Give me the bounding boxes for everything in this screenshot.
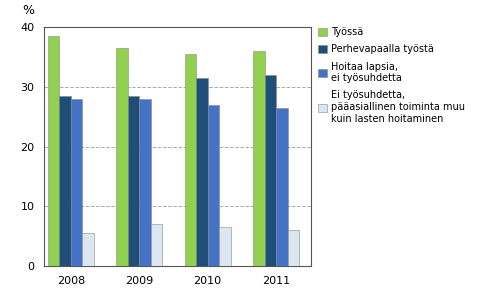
Bar [185,54,196,266]
Bar [116,48,128,266]
Bar [265,75,276,266]
Bar [128,96,139,266]
Bar [151,224,162,266]
Bar [59,96,71,266]
Bar [82,233,94,266]
Bar [219,227,231,266]
Bar [139,99,151,266]
Bar [276,108,287,266]
Legend: Työssä, Perhevapaalla työstä, Hoitaa lapsia,
ei työsuhdetta, Ei työsuhdetta,
pää: Työssä, Perhevapaalla työstä, Hoitaa lap… [318,27,465,124]
Bar [196,78,208,266]
Y-axis label: %: % [22,4,35,17]
Bar [208,105,219,266]
Bar [253,51,265,266]
Bar [287,230,299,266]
Bar [48,36,59,266]
Bar [71,99,82,266]
